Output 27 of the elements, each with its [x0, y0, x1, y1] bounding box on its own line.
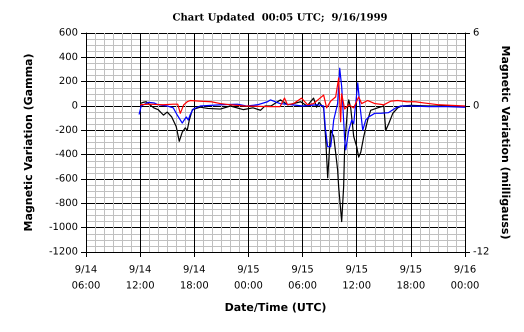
x-tick-label: 9/15 00:00: [234, 264, 263, 292]
x-tick-label: 9/15 18:00: [396, 264, 426, 292]
y-tick-label: -1000: [48, 222, 78, 234]
y2-tick-label: -12: [473, 246, 490, 258]
x-axis-title: Date/Time (UTC): [224, 301, 326, 314]
x-tick-label: 9/14 06:00: [72, 264, 100, 292]
x-tick-label: 9/15 12:00: [342, 264, 372, 292]
x-tick-label: 9/15 06:00: [288, 264, 317, 292]
y-tick-label: 400: [58, 52, 78, 63]
y-tick-label: -400: [55, 149, 78, 160]
x-tick-label: 9/14 12:00: [126, 264, 155, 292]
y2-tick-label: 6: [473, 28, 480, 38]
y-axis-title: Magnetic Variation (Gamma): [22, 54, 35, 232]
x-tick-label: 9/14 18:00: [180, 264, 209, 292]
y-tick-label: -600: [55, 174, 78, 184]
y-tick-label: -200: [55, 124, 78, 136]
y-tick-label: -800: [55, 198, 78, 209]
y-tick-label: 600: [58, 28, 78, 38]
line-series: [138, 68, 466, 150]
x-tick-label: 9/16 00:00: [450, 264, 480, 292]
y2-tick-label: 0: [473, 100, 480, 112]
y-tick-label: 0: [72, 100, 78, 112]
line-series: [140, 77, 466, 122]
y2-axis-title: Magnetic Variation (milligauss): [499, 46, 512, 240]
y-tick-label: 200: [58, 76, 78, 88]
chart-title: Chart Updated 00:05 UTC; 9/16/1999: [172, 12, 388, 24]
y-tick-label: -1200: [48, 246, 78, 258]
